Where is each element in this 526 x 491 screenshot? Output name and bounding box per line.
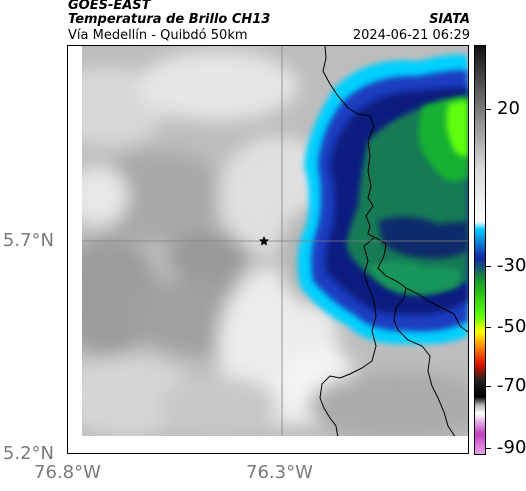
colorbar-label: -90	[497, 437, 526, 458]
agency-label: SIATA	[429, 12, 470, 27]
y-tick-label-upper: 5.7°N	[2, 230, 54, 251]
product-title: Temperatura de Brillo CH13	[68, 12, 271, 27]
colorbar-tick	[486, 386, 491, 387]
border-lines	[319, 46, 468, 453]
region-label: Vía Medellín - Quibdó 50km	[68, 28, 248, 43]
colorbar-label: -70	[497, 375, 526, 396]
colorbar-tick	[486, 327, 491, 328]
convective-cloud	[297, 54, 468, 345]
datetime-label: 2024-06-21 06:29	[352, 28, 470, 43]
satellite-map[interactable]	[67, 45, 469, 454]
x-tick-label-left: 76.8°W	[34, 462, 101, 483]
x-tick-label-right: 76.3°W	[246, 462, 313, 483]
colorbar-tick	[486, 109, 491, 110]
colorbar-tick	[486, 266, 491, 267]
colorbar-label: 20	[497, 98, 520, 119]
y-tick-label-lower: 5.2°N	[2, 443, 54, 464]
source-title: GOES-EAST	[68, 0, 151, 13]
star-icon[interactable]	[259, 236, 269, 246]
colorbar-label: -30	[497, 255, 526, 276]
map-canvas	[68, 46, 468, 453]
colorbar-label: -50	[497, 316, 526, 337]
colorbar-tick	[486, 448, 491, 449]
temperature-colorbar	[474, 45, 486, 455]
